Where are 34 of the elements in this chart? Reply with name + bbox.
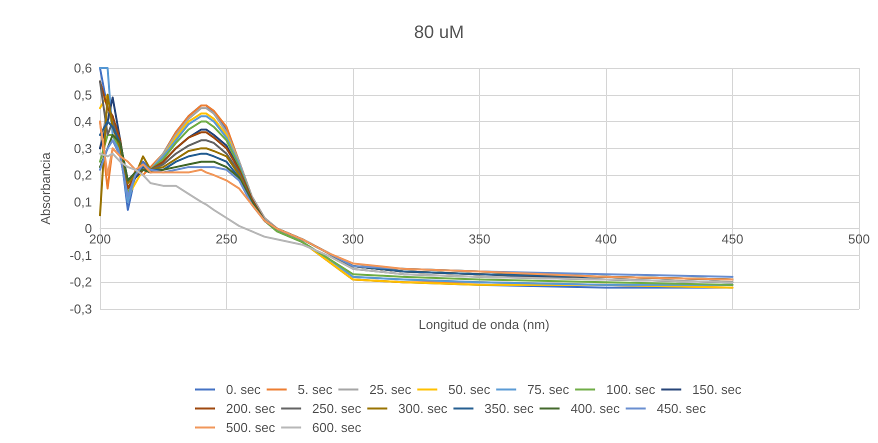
x-tick-label: 250 [216,232,238,247]
legend-label: 50. sec [448,382,491,397]
legend-label: 600. sec [312,420,362,435]
legend-label: 5. sec [298,382,333,397]
chart-title: 80 uM [414,22,464,42]
y-tick-label: 0,2 [74,168,92,183]
legend-label: 450. sec [656,401,706,416]
legend-label: 200. sec [226,401,276,416]
legend-label: 250. sec [312,401,362,416]
y-tick-label: 0,6 [74,60,92,76]
legend-label: 350. sec [484,401,534,416]
legend-label: 25. sec [369,382,412,397]
legend-label: 75. sec [527,382,570,397]
legend-label: 500. sec [226,420,276,435]
x-tick-label: 400 [595,232,617,247]
x-tick-label: 450 [722,232,744,247]
legend-label: 150. sec [692,382,742,397]
legend-label: 300. sec [398,401,448,416]
y-tick-label: 0,1 [74,194,92,210]
x-axis-title: Longitud de onda (nm) [418,317,550,332]
y-tick-label: -0,2 [70,274,92,290]
x-tick-label: 500 [848,232,870,247]
y-tick-label: -0,3 [70,302,92,316]
legend-label: 0. sec [226,382,262,397]
y-tick-label: 0,5 [74,87,92,102]
y-tick-label: -0,1 [70,248,92,263]
legend-label: 400. sec [570,401,620,416]
x-tick-label: 200 [89,232,111,247]
y-tick-label: 0,4 [74,114,92,130]
x-tick-label: 300 [342,232,364,247]
y-axis-title: Absorbancia [38,152,53,225]
y-tick-label: 0,3 [74,140,92,156]
legend-label: 100. sec [606,382,656,397]
x-tick-label: 350 [468,232,490,247]
